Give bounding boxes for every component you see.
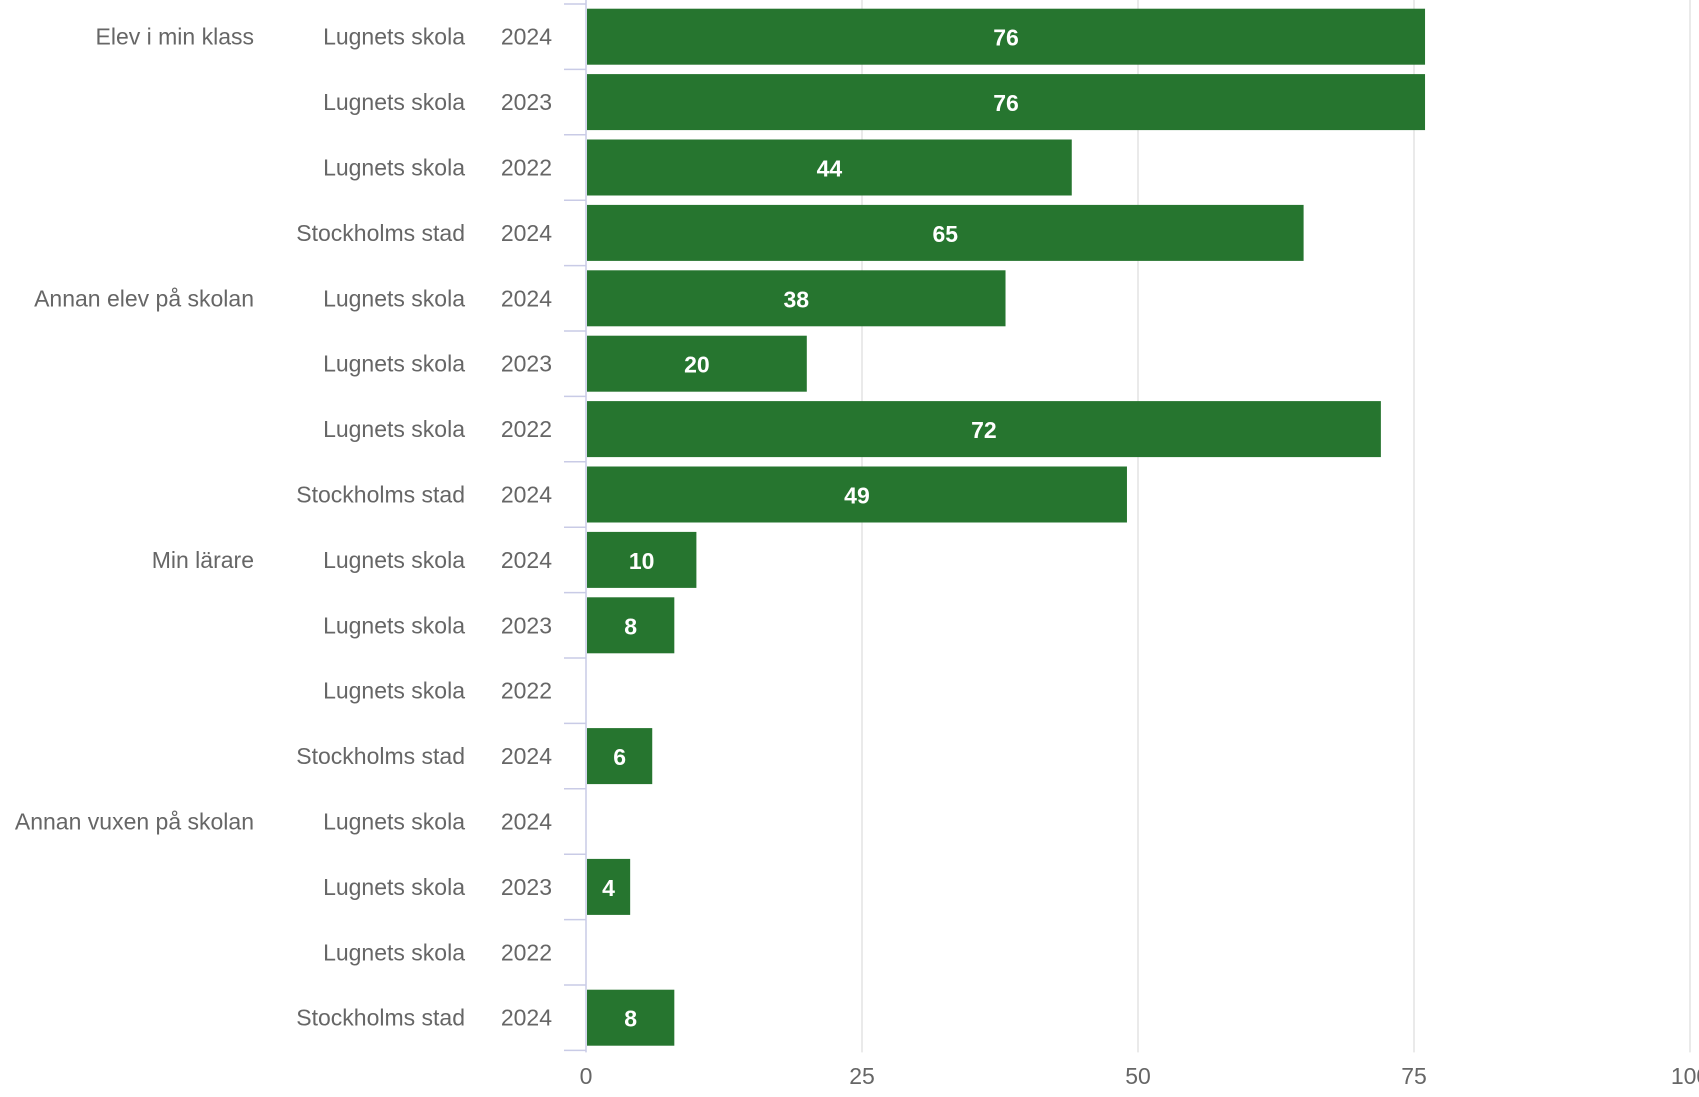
- year-label: 2022: [501, 416, 552, 442]
- year-label: 2024: [501, 1005, 552, 1031]
- x-tick-label: 25: [849, 1063, 875, 1089]
- x-tick-label: 0: [580, 1063, 593, 1089]
- entity-label: Lugnets skola: [323, 155, 465, 181]
- year-label: 2022: [501, 678, 552, 704]
- bar-value-label: 8: [624, 613, 637, 639]
- entity-label: Lugnets skola: [323, 678, 465, 704]
- group-label: Elev i min klass: [96, 24, 254, 50]
- year-label: 2022: [501, 155, 552, 181]
- bar-value-label: 44: [817, 156, 843, 182]
- year-label: 2024: [501, 24, 552, 50]
- entity-label: Lugnets skola: [323, 351, 465, 377]
- bar-value-label: 65: [933, 221, 959, 247]
- entity-label: Lugnets skola: [323, 874, 465, 900]
- gridlines: [861, 0, 1691, 1053]
- entity-label: Lugnets skola: [323, 285, 465, 311]
- entity-label: Lugnets skola: [323, 939, 465, 965]
- x-tick-label: 100: [1671, 1063, 1699, 1089]
- year-label: 2024: [501, 220, 552, 246]
- entity-label: Lugnets skola: [323, 89, 465, 115]
- year-label: 2023: [501, 89, 552, 115]
- bar: [587, 728, 653, 785]
- bar: [587, 531, 697, 588]
- bar: [587, 74, 1426, 131]
- bar: [587, 401, 1381, 458]
- entity-label: Stockholms stad: [296, 220, 465, 246]
- bar: [587, 466, 1127, 523]
- x-axis: 0 25 50 75 100: [564, 0, 1699, 1089]
- bar-value-label: 6: [613, 744, 626, 770]
- entity-label: Stockholms stad: [296, 743, 465, 769]
- category-labels: Elev i min klass Lugnets skola 2024 Lugnets…: [15, 24, 552, 1031]
- bar: [587, 8, 1426, 65]
- year-label: 2023: [501, 874, 552, 900]
- x-tick-label: 50: [1125, 1063, 1151, 1089]
- year-label: 2023: [501, 612, 552, 638]
- x-tick-label: 75: [1401, 1063, 1427, 1089]
- bar-value-label: 10: [629, 548, 655, 574]
- entity-label: Lugnets skola: [323, 416, 465, 442]
- bar-value-label: 20: [684, 352, 710, 378]
- bar-value-label: 72: [971, 417, 997, 443]
- group-label: Min lärare: [152, 547, 254, 573]
- year-label: 2024: [501, 547, 552, 573]
- bar-value-label: 4: [602, 875, 615, 901]
- entity-label: Lugnets skola: [323, 24, 465, 50]
- bar: [587, 139, 1072, 196]
- group-label: Annan elev på skolan: [34, 285, 254, 311]
- bar-value-label: 49: [844, 483, 870, 509]
- bar: [587, 989, 675, 1046]
- entity-label: Lugnets skola: [323, 547, 465, 573]
- group-label: Annan vuxen på skolan: [15, 809, 254, 835]
- entity-label: Lugnets skola: [323, 809, 465, 835]
- year-label: 2024: [501, 809, 552, 835]
- bar: [587, 597, 675, 654]
- bars: 76 76 44 65 38 20 72 49 10 8 6 4 8: [587, 8, 1426, 1046]
- year-label: 2024: [501, 285, 552, 311]
- bar: [587, 204, 1304, 261]
- year-label: 2024: [501, 482, 552, 508]
- year-label: 2023: [501, 351, 552, 377]
- entity-label: Lugnets skola: [323, 612, 465, 638]
- bar: [587, 270, 1006, 327]
- year-label: 2022: [501, 939, 552, 965]
- bar: [587, 335, 807, 392]
- bar: [587, 858, 631, 915]
- bar-value-label: 76: [993, 90, 1019, 116]
- year-label: 2024: [501, 743, 552, 769]
- bar-value-label: 76: [993, 25, 1019, 51]
- entity-label: Stockholms stad: [296, 1005, 465, 1031]
- entity-label: Stockholms stad: [296, 482, 465, 508]
- bar-value-label: 8: [624, 1006, 637, 1032]
- bar-value-label: 38: [783, 286, 809, 312]
